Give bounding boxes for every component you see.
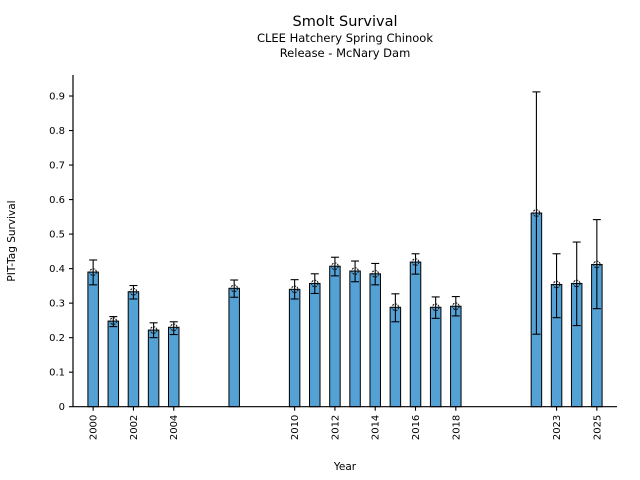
bar-marker-2010	[290, 285, 299, 294]
bar-marker-2022	[532, 209, 541, 217]
y-axis-label: PIT-Tag Survival	[6, 200, 18, 281]
x-tick-label-2004: 2004	[169, 415, 180, 440]
y-tick-label-0.5: 0.5	[49, 230, 65, 241]
chart-title: Smolt Survival	[293, 14, 398, 30]
plot-area: 0 0.1 0.2 0.3 0.4 0.5 0.6 0.7 0.8 0.9 2000 2002 2004…	[49, 75, 617, 440]
y-tick-label-0.8: 0.8	[49, 126, 65, 137]
x-tick-label-2000: 2000	[89, 415, 100, 440]
bar-marker-2025	[593, 260, 601, 269]
bar-marker-2012	[331, 262, 339, 271]
y-tick-label-0.7: 0.7	[49, 161, 65, 172]
bar-marker-2007	[230, 284, 239, 293]
bar-2002	[127, 291, 140, 408]
bar-marker-2017	[431, 303, 440, 312]
bar-marker-2023	[552, 280, 561, 289]
bar-marker-2011	[310, 279, 319, 288]
bar-2012	[329, 265, 341, 408]
bar-marker-2014	[371, 269, 380, 278]
bar-marker-2001	[109, 317, 118, 325]
x-tick-label-2025: 2025	[592, 415, 603, 440]
bar-2000	[87, 271, 99, 408]
bar-2003	[147, 329, 160, 408]
bar-marker-2013	[351, 267, 359, 275]
x-tick-label-2014: 2014	[371, 415, 382, 440]
bar-marker-2002	[129, 287, 138, 296]
x-tick-label-2023: 2023	[552, 415, 563, 440]
bar-marker-2024	[572, 279, 581, 288]
x-tick-label-2012: 2012	[330, 415, 341, 440]
bar-2007	[228, 287, 240, 408]
y-tick-label-0.6: 0.6	[49, 195, 65, 206]
bar-2013	[349, 270, 361, 408]
y-tick-label-0.1: 0.1	[49, 368, 65, 379]
bar-marker-2015	[391, 303, 400, 312]
y-tick-label-0.9: 0.9	[49, 92, 65, 103]
bar-2018	[450, 305, 462, 408]
bar-2017	[429, 306, 442, 408]
bar-2010	[288, 288, 301, 408]
bar-2011	[309, 282, 321, 408]
y-tick-label-0: 0	[59, 402, 65, 413]
x-tick-label-2002: 2002	[129, 415, 140, 440]
x-tick-label-2010: 2010	[290, 415, 301, 440]
bar-marker-2000	[89, 268, 97, 276]
bar-marker-2018	[451, 302, 460, 311]
chart-subtitle-line2: Release - McNary Dam	[280, 46, 411, 60]
bar-marker-2016	[411, 258, 420, 266]
y-tick-label-0.2: 0.2	[49, 333, 65, 344]
bar-marker-2003	[149, 326, 158, 334]
y-tick-label-0.3: 0.3	[49, 299, 65, 310]
bar-2001	[107, 320, 120, 408]
x-axis-label: Year	[333, 461, 357, 473]
chart-subtitle-line1: CLEE Hatchery Spring Chinook	[257, 31, 433, 45]
bar-2004	[167, 326, 180, 408]
x-tick-label-2018: 2018	[451, 415, 462, 440]
x-tick-label-2016: 2016	[411, 415, 422, 440]
bar-2016	[409, 261, 422, 408]
y-tick-label-0.4: 0.4	[49, 264, 65, 275]
bar-marker-2004	[169, 323, 178, 332]
bar-2014	[369, 273, 381, 408]
